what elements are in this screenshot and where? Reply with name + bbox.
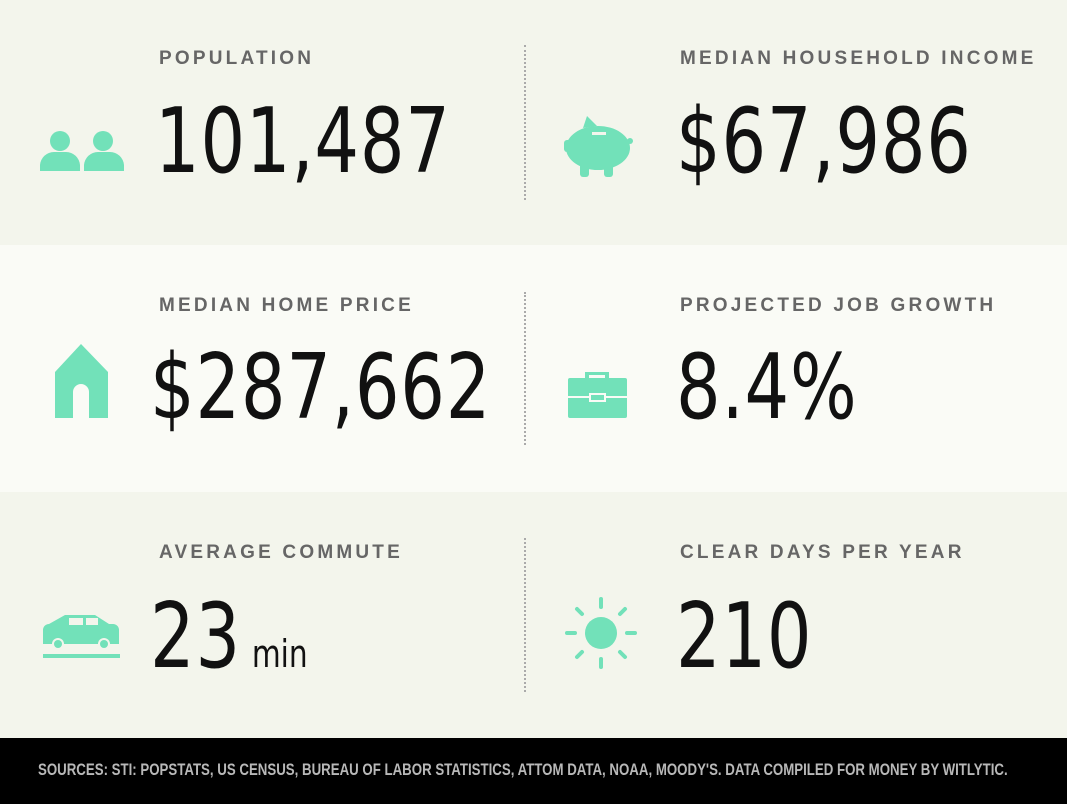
row-background xyxy=(0,0,1067,245)
stat-value: 8.4% xyxy=(676,335,858,440)
row-background xyxy=(0,245,1067,492)
sources: SOURCES: STI: POPSTATS, US CENSUS, BUREA… xyxy=(38,760,1008,779)
stat-label: MEDIAN HOME PRICE xyxy=(159,295,414,316)
divider xyxy=(524,538,526,692)
footer: SOURCES: STI: POPSTATS, US CENSUS, BUREA… xyxy=(0,738,1067,804)
stat-unit: min xyxy=(251,632,308,676)
population-icon xyxy=(40,131,124,171)
divider xyxy=(524,292,526,445)
stat-label: POPULATION xyxy=(159,48,315,69)
icons xyxy=(40,116,637,669)
stat-value-group: 23 min xyxy=(150,592,308,682)
stat-label: CLEAR DAYS PER YEAR xyxy=(680,542,965,563)
stat-value: $287,662 xyxy=(150,335,492,440)
home-icon xyxy=(55,344,108,418)
income-icon xyxy=(564,116,633,177)
stat-value: 210 xyxy=(676,584,813,689)
stat-value: 101,487 xyxy=(155,89,451,194)
stat-label: MEDIAN HOUSEHOLD INCOME xyxy=(680,48,1037,69)
divider xyxy=(524,45,526,200)
stat-value: 23 xyxy=(150,584,241,689)
row-background xyxy=(0,492,1067,738)
commute-icon xyxy=(43,615,120,658)
sun-icon xyxy=(565,597,637,669)
stat-label: AVERAGE COMMUTE xyxy=(159,542,403,563)
stat-value: $67,986 xyxy=(676,89,972,194)
job-icon xyxy=(568,372,627,418)
stat-label: PROJECTED JOB GROWTH xyxy=(680,295,997,316)
